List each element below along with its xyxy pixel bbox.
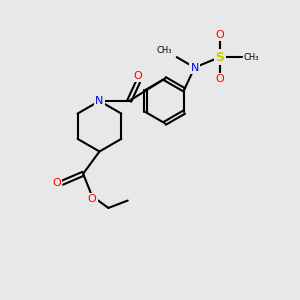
Text: S: S [215, 51, 224, 64]
Text: O: O [134, 71, 142, 81]
Text: O: O [88, 194, 96, 204]
Text: CH₃: CH₃ [157, 46, 172, 55]
Text: O: O [215, 74, 224, 84]
Text: N: N [95, 96, 104, 106]
Text: O: O [52, 178, 61, 188]
Text: O: O [215, 30, 224, 40]
Text: CH₃: CH₃ [244, 52, 259, 62]
Text: N: N [190, 62, 199, 73]
